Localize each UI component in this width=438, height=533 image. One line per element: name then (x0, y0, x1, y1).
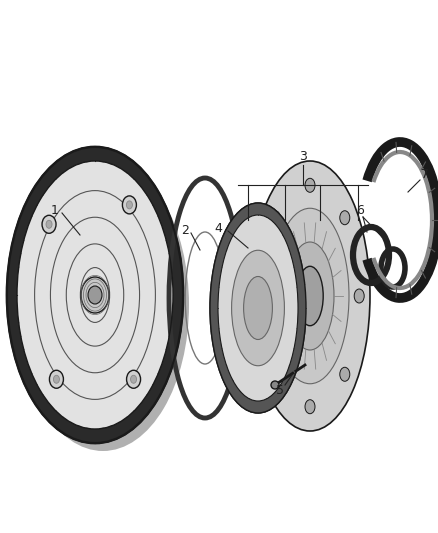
Ellipse shape (42, 215, 56, 233)
Ellipse shape (7, 147, 183, 443)
Ellipse shape (270, 367, 280, 381)
Ellipse shape (49, 370, 64, 388)
Ellipse shape (297, 266, 323, 326)
Ellipse shape (122, 196, 136, 214)
Text: 6: 6 (356, 204, 364, 216)
Text: 3: 3 (299, 150, 307, 164)
Ellipse shape (7, 147, 183, 443)
Text: 7: 7 (421, 168, 429, 182)
Ellipse shape (17, 159, 189, 451)
Ellipse shape (354, 289, 364, 303)
Ellipse shape (271, 381, 279, 389)
Ellipse shape (210, 203, 306, 413)
Ellipse shape (256, 289, 266, 303)
Ellipse shape (244, 277, 272, 340)
Ellipse shape (271, 208, 349, 384)
Text: 5: 5 (276, 384, 284, 397)
Ellipse shape (340, 211, 350, 225)
Ellipse shape (232, 251, 284, 366)
Ellipse shape (340, 367, 350, 381)
Ellipse shape (46, 220, 52, 228)
Ellipse shape (305, 400, 315, 414)
Ellipse shape (127, 201, 132, 209)
Ellipse shape (53, 375, 60, 383)
Text: 2: 2 (181, 223, 189, 237)
Ellipse shape (131, 375, 137, 383)
Ellipse shape (127, 370, 141, 388)
Ellipse shape (218, 215, 298, 401)
Ellipse shape (210, 203, 306, 413)
Ellipse shape (81, 277, 109, 313)
Ellipse shape (17, 161, 173, 429)
Text: 4: 4 (214, 222, 222, 235)
Ellipse shape (88, 286, 102, 304)
Ellipse shape (250, 161, 370, 431)
Ellipse shape (270, 211, 280, 225)
Ellipse shape (286, 242, 334, 350)
Ellipse shape (305, 179, 315, 192)
Text: 1: 1 (51, 204, 59, 216)
